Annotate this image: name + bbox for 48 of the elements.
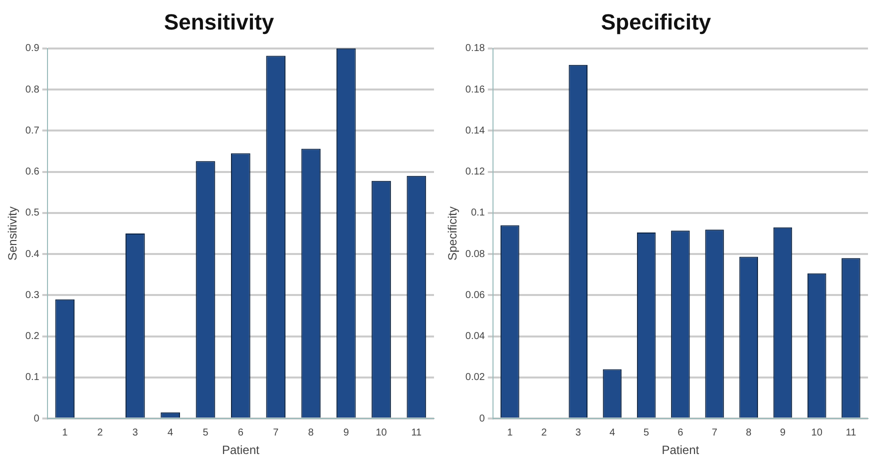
chart-title: Specificity <box>600 9 712 34</box>
x-tick-label: 8 <box>746 427 752 438</box>
y-tick-label: 0.1 <box>25 372 40 384</box>
y-tick-label: 0.4 <box>25 248 40 260</box>
x-tick-label: 11 <box>411 427 422 438</box>
x-tick-label: 2 <box>97 427 104 438</box>
x-tick-label: 6 <box>238 427 244 438</box>
y-tick-label: 0.02 <box>465 372 486 384</box>
x-tick-label: 1 <box>507 427 514 438</box>
y-tick-label: 0.16 <box>465 84 486 96</box>
x-tick-label: 3 <box>132 427 138 438</box>
x-tick-label: 5 <box>202 427 209 438</box>
x-axis-title: Patient <box>662 443 700 458</box>
x-tick-label: 1 <box>62 427 68 438</box>
y-tick-label: 0.14 <box>465 125 486 136</box>
y-tick-label: 0.08 <box>465 248 486 260</box>
x-tick-label: 9 <box>780 427 786 438</box>
y-tick-label: 0.12 <box>465 166 486 178</box>
y-axis-title: Sensitivity <box>6 206 20 261</box>
x-tick-label: 5 <box>644 427 650 438</box>
y-tick-label: 0.3 <box>25 290 40 301</box>
x-tick-label: 3 <box>575 427 582 438</box>
x-axis-title: Patient <box>222 443 260 458</box>
x-tick-label: 6 <box>678 427 684 438</box>
y-tick-label: 0.2 <box>25 331 40 342</box>
x-tick-label: 11 <box>846 427 857 438</box>
y-tick-label: 0.04 <box>465 331 486 342</box>
y-tick-label: 0.7 <box>25 125 40 136</box>
y-tick-label: 0.1 <box>470 208 486 219</box>
y-tick-label: 0.18 <box>465 43 486 54</box>
x-tick-label: 8 <box>308 427 314 438</box>
x-tick-label: 4 <box>168 427 174 438</box>
y-axis-title: Specificity <box>446 206 460 261</box>
x-tick-label: 10 <box>376 427 388 438</box>
y-tick-label: 0.9 <box>25 43 40 54</box>
y-tick-label: 0 <box>34 413 40 424</box>
y-tick-label: 0.5 <box>25 208 40 219</box>
x-tick-label: 9 <box>343 427 350 438</box>
x-tick-label: 10 <box>811 427 823 438</box>
y-tick-label: 0.6 <box>25 166 40 178</box>
x-tick-label: 7 <box>273 427 280 438</box>
y-tick-label: 0.06 <box>465 290 486 301</box>
chart-title: Sensitivity <box>164 9 275 34</box>
y-tick-label: 0 <box>479 413 486 424</box>
x-tick-label: 4 <box>609 427 616 438</box>
x-tick-label: 2 <box>541 427 548 438</box>
x-tick-label: 7 <box>712 427 718 438</box>
y-tick-label: 0.8 <box>25 84 40 96</box>
